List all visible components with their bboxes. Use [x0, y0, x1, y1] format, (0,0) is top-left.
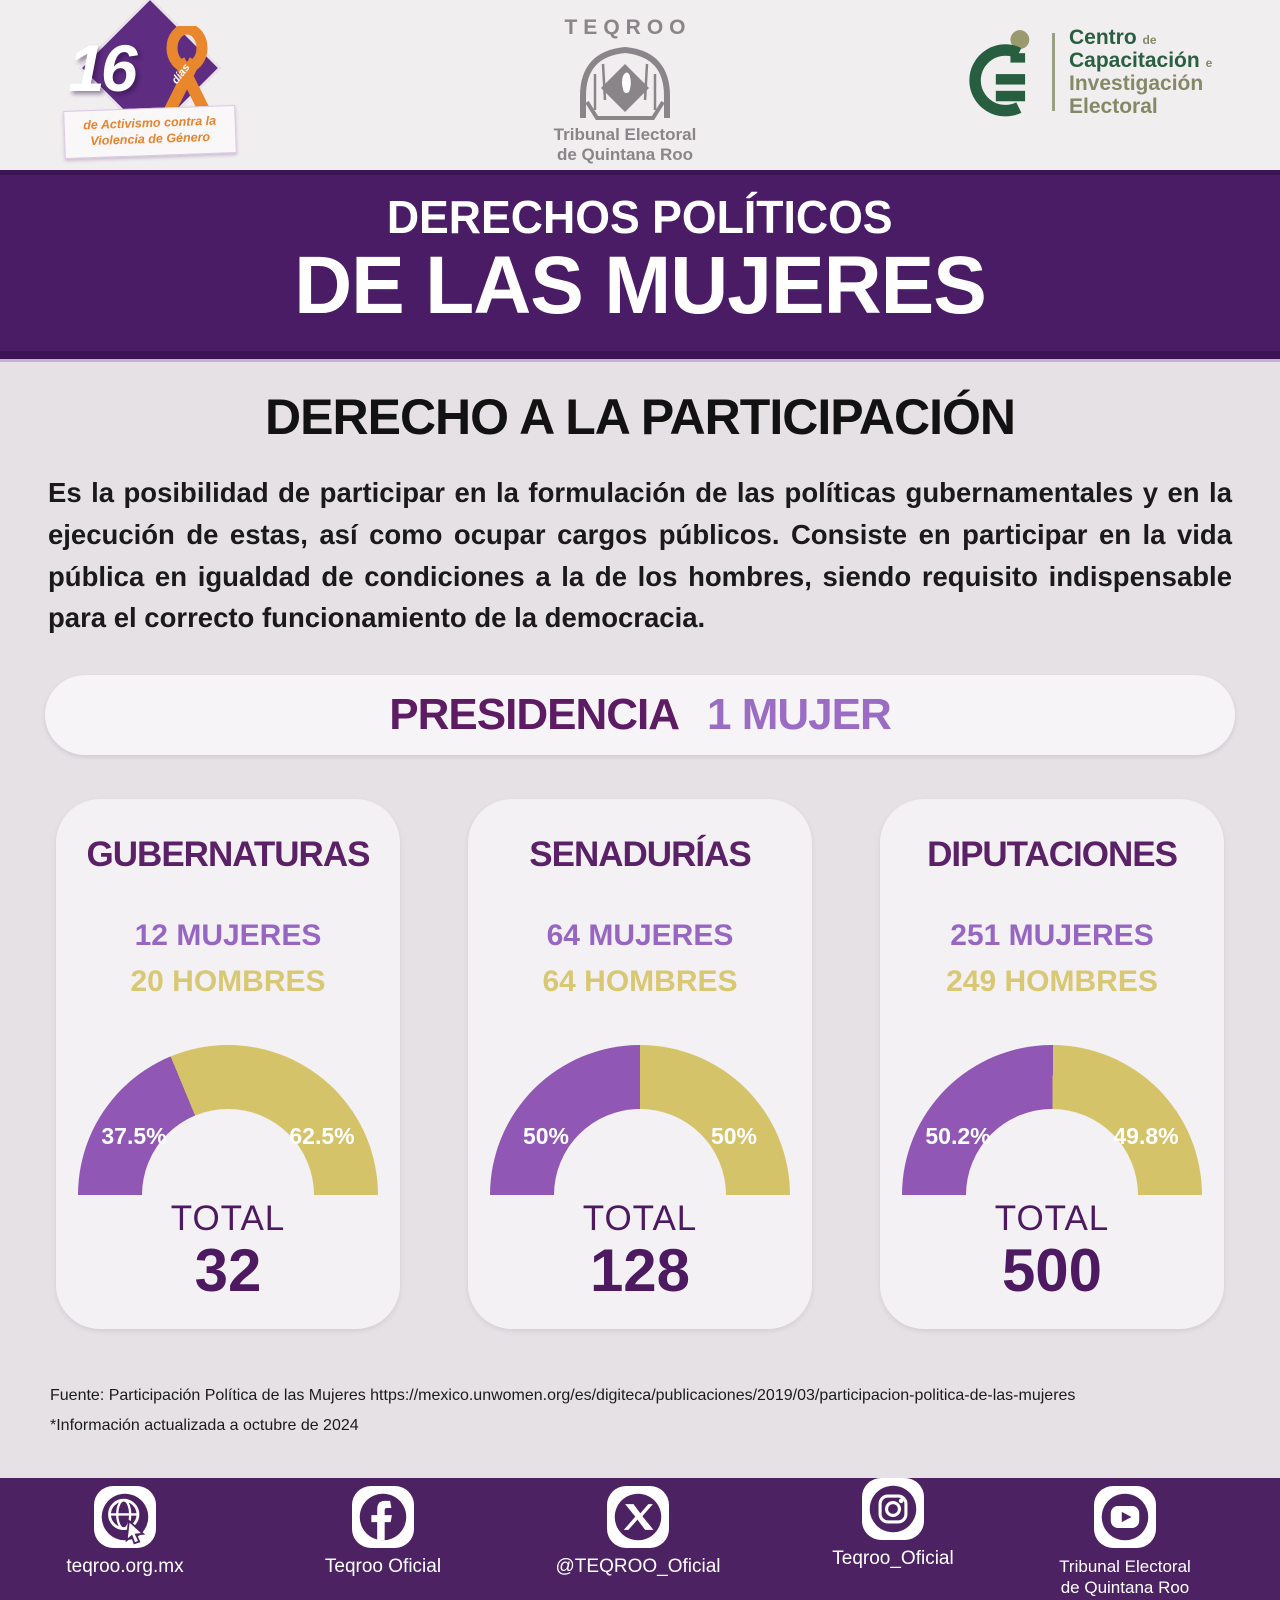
- total-value: 500: [1001, 1237, 1103, 1305]
- gauge-percent-mujeres: 50.2%: [925, 1123, 991, 1150]
- total-label: TOTAL: [994, 1199, 1110, 1239]
- presidencia-value: 1 MUJER: [707, 690, 892, 740]
- banner-line1: DERECHOS POLÍTICOS: [387, 191, 893, 243]
- orange-ribbon-icon: [164, 26, 210, 113]
- teqroo-logo: TEQROO Tribunal Electoral de Quintana Ro…: [540, 16, 710, 166]
- gender-gauge: 50% 50%: [490, 1045, 790, 1196]
- x-label[interactable]: @TEQROO_Oficial: [555, 1556, 721, 1577]
- caption-line2: Violencia de Género: [90, 129, 211, 149]
- globe-icon[interactable]: [94, 1486, 156, 1548]
- presidencia-pill: PRESIDENCIA 1 MUJER: [45, 675, 1235, 756]
- source-line1: Fuente: Participación Política de las Mu…: [50, 1387, 1076, 1405]
- header: 16 días de Activismo contra la Violencia…: [0, 0, 1280, 170]
- teqroo-name-line2: de Quintana Roo: [557, 145, 693, 165]
- total-label: TOTAL: [582, 1199, 698, 1239]
- youtube-label-line2[interactable]: de Quintana Roo: [1060, 1578, 1190, 1598]
- ccie-word-investigacion: Investigación: [1069, 72, 1204, 96]
- instagram-label[interactable]: Teqroo_Oficial: [832, 1548, 954, 1569]
- mujeres-count: 251 MUJERES: [950, 919, 1154, 953]
- facebook-label[interactable]: Teqroo Oficial: [324, 1556, 442, 1577]
- total-value: 128: [589, 1237, 691, 1305]
- card-title: DIPUTACIONES: [927, 835, 1178, 875]
- ccie-logo: Centro de Capacitación e Investigación E…: [958, 26, 1258, 118]
- mujeres-count: 64 MUJERES: [546, 919, 734, 953]
- mujeres-count: 12 MUJERES: [134, 919, 322, 953]
- youtube-label-line1[interactable]: Tribunal Electoral: [1059, 1557, 1191, 1576]
- footer-instagram-link[interactable]: Teqroo_Oficial: [778, 1478, 1008, 1570]
- section-paragraph: Es la posibilidad de participar en la fo…: [48, 477, 1232, 634]
- footer-x-link[interactable]: @TEQROO_Oficial: [523, 1486, 753, 1578]
- source-note: Fuente: Participación Política de las Mu…: [50, 1381, 1280, 1440]
- instagram-icon[interactable]: [862, 1478, 924, 1540]
- presidencia-label: PRESIDENCIA: [389, 690, 680, 740]
- activism-caption-banner: de Activismo contra la Violencia de Géne…: [63, 105, 237, 159]
- youtube-icon[interactable]: [1094, 1486, 1156, 1548]
- ccie-word-electoral: Electoral: [1069, 95, 1158, 119]
- sixteen-number: 16: [68, 31, 137, 105]
- ccie-word-capacitacion: Capacitación: [1069, 49, 1200, 73]
- teqroo-arch-icon: [580, 46, 670, 120]
- gauge-percent-mujeres: 50%: [522, 1123, 570, 1150]
- gauge-percent-hombres: 50%: [710, 1123, 758, 1150]
- total-label: TOTAL: [170, 1199, 286, 1239]
- total-value: 32: [194, 1237, 262, 1305]
- gender-gauge: 37.5% 62.5%: [78, 1045, 378, 1196]
- section-title: DERECHO A LA PARTICIPACIÓN: [265, 389, 1016, 445]
- stat-card-diputaciones: DIPUTACIONES 251 MUJERES 249 HOMBRES 50.…: [880, 799, 1224, 1330]
- stat-card-gubernaturas: GUBERNATURAS 12 MUJERES 20 HOMBRES 37.5%…: [56, 799, 400, 1330]
- activism-16-days-logo: 16 días de Activismo contra la Violencia…: [58, 0, 243, 162]
- hombres-count: 20 HOMBRES: [130, 965, 326, 999]
- footer-website-link[interactable]: teqroo.org.mx: [10, 1486, 240, 1578]
- stat-cards-row: GUBERNATURAS 12 MUJERES 20 HOMBRES 37.5%…: [0, 799, 1280, 1330]
- x-icon[interactable]: [607, 1486, 669, 1548]
- footer-youtube-link[interactable]: Tribunal Electoral de Quintana Roo: [1010, 1486, 1240, 1599]
- facebook-icon[interactable]: [352, 1486, 414, 1548]
- hombres-count: 249 HOMBRES: [946, 965, 1158, 999]
- stat-card-senadurias: SENADURÍAS 64 MUJERES 64 HOMBRES 50% 50%…: [468, 799, 812, 1330]
- card-title: GUBERNATURAS: [86, 835, 371, 875]
- hombres-count: 64 HOMBRES: [542, 965, 738, 999]
- teqroo-name-line1: Tribunal Electoral: [553, 125, 697, 144]
- ccie-word-de: de: [1142, 33, 1157, 47]
- ccie-mark-icon: [969, 30, 1030, 117]
- footer: teqroo.org.mx Teqroo Oficial @TEQROO_Ofi…: [0, 1478, 1280, 1600]
- teqroo-acronym: TEQROO: [564, 16, 692, 39]
- footer-facebook-link[interactable]: Teqroo Oficial: [268, 1486, 498, 1578]
- website-label[interactable]: teqroo.org.mx: [66, 1556, 184, 1577]
- gauge-percent-hombres: 49.8%: [1113, 1123, 1179, 1150]
- gauge-percent-mujeres: 37.5%: [101, 1123, 167, 1150]
- source-line2: *Información actualizada a octubre de 20…: [50, 1416, 359, 1434]
- ccie-word-centro: Centro: [1069, 26, 1137, 49]
- ccie-word-e: e: [1205, 56, 1213, 71]
- banner-line2: DE LAS MUJERES: [294, 240, 987, 331]
- title-banner: DERECHOS POLÍTICOS DE LAS MUJERES: [0, 170, 1280, 362]
- gender-gauge: 50.2% 49.8%: [902, 1045, 1202, 1196]
- gauge-percent-hombres: 62.5%: [289, 1123, 355, 1150]
- card-title: SENADURÍAS: [529, 835, 751, 875]
- ccie-divider: [1052, 33, 1055, 112]
